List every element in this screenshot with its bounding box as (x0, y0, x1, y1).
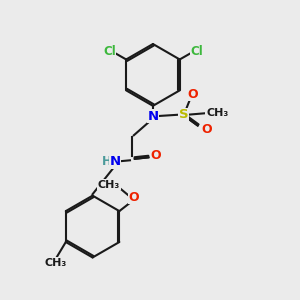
Text: Cl: Cl (190, 45, 203, 58)
Text: O: O (151, 149, 161, 162)
Text: H: H (102, 155, 112, 168)
Text: CH₃: CH₃ (44, 258, 67, 268)
Text: O: O (188, 88, 198, 100)
Text: N: N (110, 155, 121, 168)
Text: O: O (129, 191, 140, 204)
Text: CH₃: CH₃ (98, 180, 120, 190)
Text: S: S (179, 108, 189, 121)
Text: CH₃: CH₃ (206, 108, 228, 118)
Text: N: N (147, 110, 158, 123)
Text: Cl: Cl (103, 45, 116, 58)
Text: O: O (201, 123, 212, 136)
